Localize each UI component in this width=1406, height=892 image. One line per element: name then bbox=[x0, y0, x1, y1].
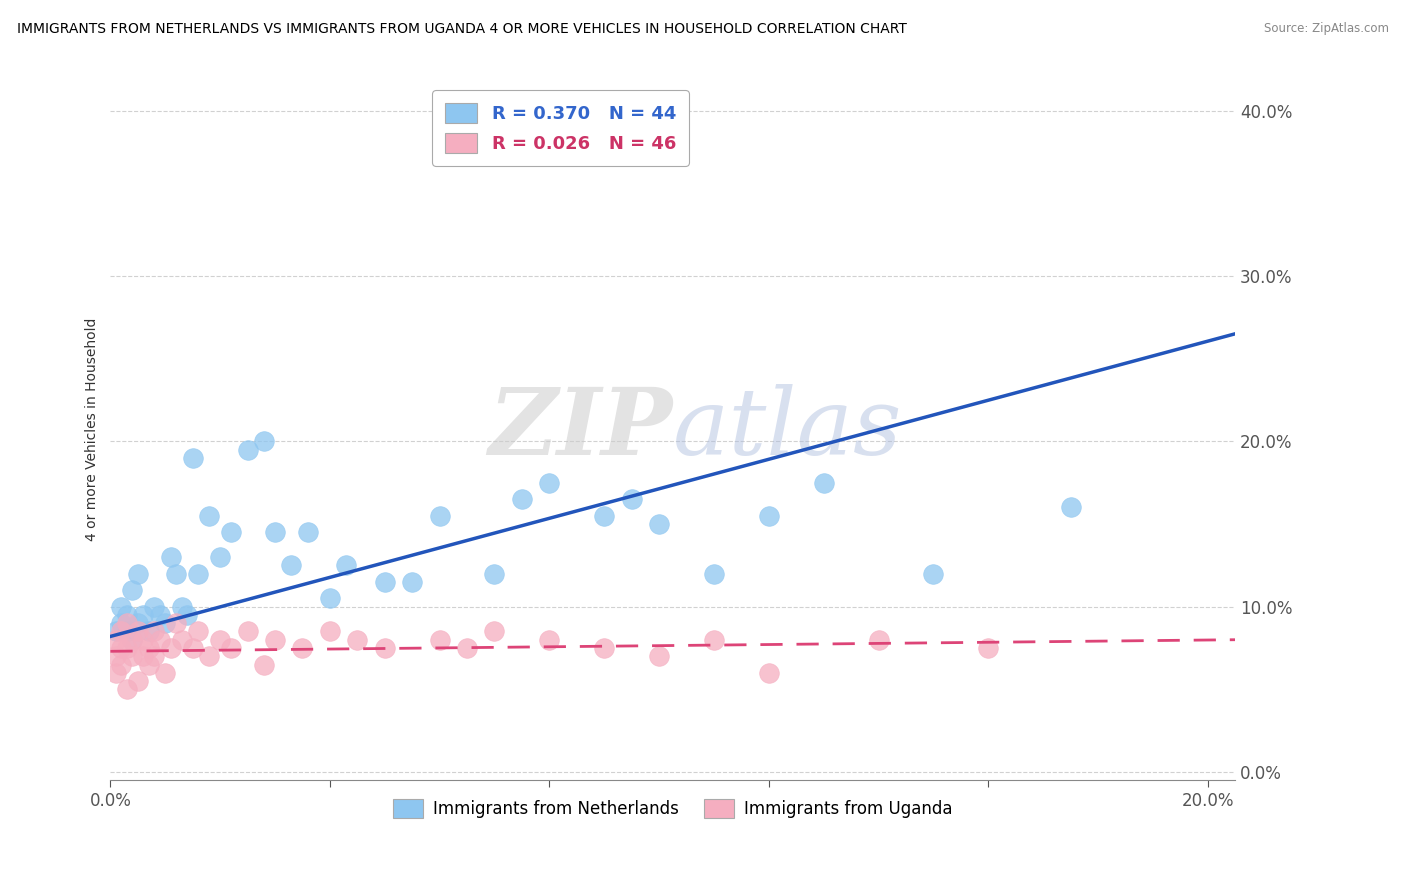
Point bbox=[510, 492, 533, 507]
Point bbox=[127, 616, 149, 631]
Point bbox=[219, 640, 242, 655]
Point bbox=[401, 574, 423, 589]
Point bbox=[110, 624, 132, 639]
Point bbox=[456, 640, 478, 655]
Point bbox=[143, 649, 166, 664]
Point bbox=[165, 616, 187, 631]
Point bbox=[127, 566, 149, 581]
Text: Source: ZipAtlas.com: Source: ZipAtlas.com bbox=[1264, 22, 1389, 36]
Point bbox=[143, 599, 166, 614]
Point bbox=[264, 525, 287, 540]
Point bbox=[104, 649, 127, 664]
Point bbox=[115, 624, 138, 639]
Point bbox=[429, 632, 451, 647]
Point bbox=[155, 665, 177, 680]
Point bbox=[253, 434, 276, 449]
Point bbox=[291, 640, 314, 655]
Point bbox=[149, 607, 172, 622]
Point bbox=[110, 616, 132, 631]
Point bbox=[165, 566, 187, 581]
Point bbox=[484, 624, 506, 639]
Point bbox=[115, 640, 138, 655]
Point bbox=[121, 649, 143, 664]
Point bbox=[176, 607, 198, 622]
Point bbox=[121, 583, 143, 598]
Point bbox=[648, 649, 671, 664]
Point bbox=[132, 632, 155, 647]
Point bbox=[538, 475, 561, 490]
Point bbox=[253, 657, 276, 672]
Point bbox=[977, 640, 1000, 655]
Point bbox=[138, 624, 160, 639]
Point bbox=[121, 632, 143, 647]
Point bbox=[593, 508, 616, 523]
Point bbox=[280, 558, 302, 573]
Point bbox=[181, 450, 204, 465]
Point bbox=[159, 640, 181, 655]
Point bbox=[703, 566, 725, 581]
Point bbox=[143, 624, 166, 639]
Point bbox=[593, 640, 616, 655]
Point bbox=[127, 674, 149, 689]
Point bbox=[198, 649, 221, 664]
Point bbox=[127, 624, 149, 639]
Point bbox=[159, 549, 181, 564]
Point bbox=[219, 525, 242, 540]
Point bbox=[209, 549, 232, 564]
Point bbox=[187, 624, 209, 639]
Point bbox=[758, 508, 780, 523]
Point bbox=[758, 665, 780, 680]
Point bbox=[198, 508, 221, 523]
Point bbox=[703, 632, 725, 647]
Point bbox=[538, 632, 561, 647]
Point bbox=[170, 632, 193, 647]
Point bbox=[104, 665, 127, 680]
Point bbox=[170, 599, 193, 614]
Point bbox=[104, 632, 127, 647]
Point bbox=[297, 525, 319, 540]
Text: ZIP: ZIP bbox=[488, 384, 673, 474]
Point bbox=[1059, 500, 1081, 515]
Point bbox=[132, 607, 155, 622]
Point bbox=[236, 624, 259, 639]
Point bbox=[138, 657, 160, 672]
Point bbox=[264, 632, 287, 647]
Point bbox=[374, 574, 396, 589]
Point bbox=[115, 682, 138, 697]
Point bbox=[319, 624, 342, 639]
Point bbox=[620, 492, 643, 507]
Point bbox=[868, 632, 890, 647]
Point bbox=[374, 640, 396, 655]
Text: IMMIGRANTS FROM NETHERLANDS VS IMMIGRANTS FROM UGANDA 4 OR MORE VEHICLES IN HOUS: IMMIGRANTS FROM NETHERLANDS VS IMMIGRANT… bbox=[17, 22, 907, 37]
Point bbox=[813, 475, 835, 490]
Point bbox=[346, 632, 368, 647]
Point bbox=[138, 640, 160, 655]
Point bbox=[132, 649, 155, 664]
Point bbox=[115, 616, 138, 631]
Point bbox=[110, 599, 132, 614]
Point bbox=[236, 442, 259, 457]
Legend: Immigrants from Netherlands, Immigrants from Uganda: Immigrants from Netherlands, Immigrants … bbox=[387, 792, 959, 825]
Point bbox=[648, 516, 671, 531]
Point bbox=[922, 566, 945, 581]
Point bbox=[181, 640, 204, 655]
Point bbox=[110, 657, 132, 672]
Point bbox=[484, 566, 506, 581]
Point bbox=[319, 591, 342, 606]
Point bbox=[104, 624, 127, 639]
Point bbox=[115, 607, 138, 622]
Point bbox=[209, 632, 232, 647]
Point bbox=[149, 632, 172, 647]
Y-axis label: 4 or more Vehicles in Household: 4 or more Vehicles in Household bbox=[86, 318, 100, 541]
Text: atlas: atlas bbox=[673, 384, 903, 474]
Point bbox=[110, 640, 132, 655]
Point bbox=[155, 616, 177, 631]
Point bbox=[335, 558, 357, 573]
Point bbox=[187, 566, 209, 581]
Point bbox=[121, 632, 143, 647]
Point bbox=[429, 508, 451, 523]
